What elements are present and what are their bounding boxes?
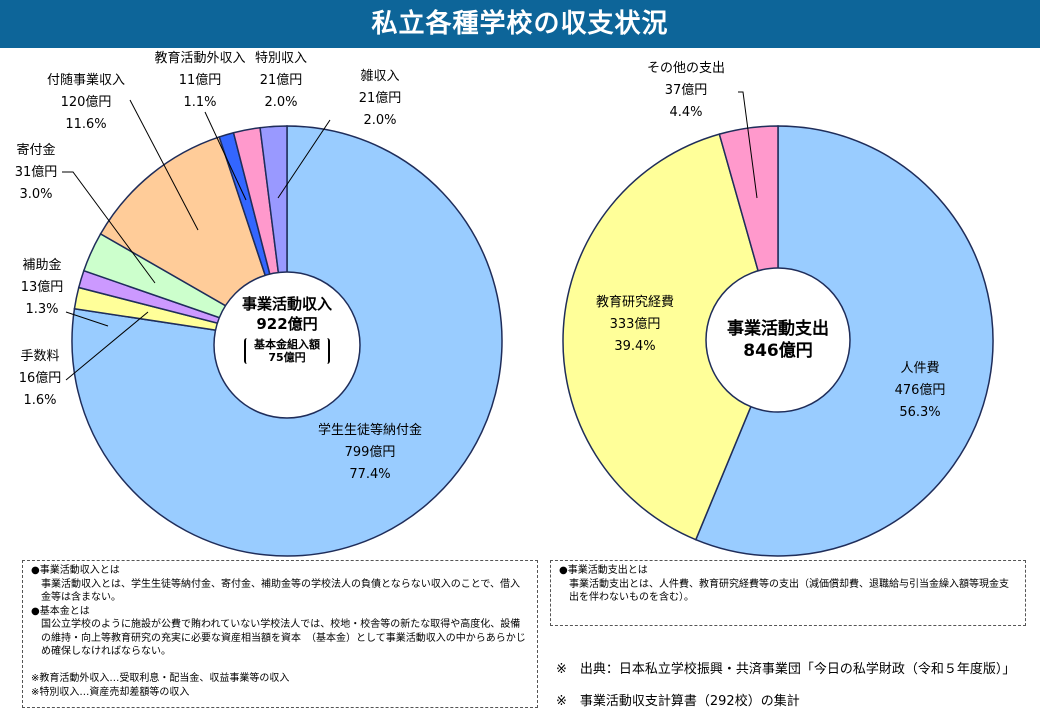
label-research: 教育研究経費 333億円 39.4% (595, 295, 674, 354)
leader-lines (62, 91, 758, 381)
income-notes: ●事業活動収入とは 事業活動収入とは、学生生徒等納付金、寄付金、補助金等の学校法人… (22, 560, 538, 708)
pie-slice-教育研究経費 (562, 133, 779, 541)
label-personnel: 人件費 476億円 56.3% (894, 361, 946, 420)
label-non-education: 教育活動外収入 11億円 1.1% (154, 51, 246, 110)
label-subsidy: 補助金 13億円 1.3% (20, 258, 64, 317)
label-fees: 手数料 16億円 1.6% (18, 349, 62, 408)
label-tuition: 学生生徒等納付金 799億円 77.4% (317, 423, 422, 482)
source-note: ※ 出典：日本私立学校振興・共済事業団「今日の私学財政（令和５年度版）」 (556, 662, 1016, 677)
income-center-label: 事業活動収入 922億円 基本金組入額 75億円 (241, 295, 332, 364)
leader-line (277, 119, 331, 199)
aggregation-note: ※ 事業活動収支計算書（292校）の集計 (556, 694, 800, 709)
leader-line (204, 111, 247, 201)
label-misc: 雑収入 21億円 2.0% (358, 69, 402, 128)
expense-center-hole (705, 267, 851, 413)
label-other-expense: その他の支出 37億円 4.4% (646, 61, 725, 120)
label-donations: 寄付金 31億円 3.0% (14, 143, 58, 202)
leader-line (62, 171, 156, 284)
label-ancillary: 付随事業収入 120億円 11.6% (46, 73, 125, 132)
leader-line (65, 311, 149, 381)
label-special: 特別収入 21億円 2.0% (254, 51, 307, 110)
leader-line (129, 99, 199, 231)
income-center-hole (213, 271, 361, 419)
page-title: 私立各種学校の収支状況 (0, 0, 1040, 48)
leader-line (65, 311, 109, 327)
expense-center-label: 事業活動支出 846億円 (727, 319, 829, 361)
leader-line (738, 91, 758, 199)
expense-notes: ●事業活動支出とは 事業活動支出とは、人件費、教育研究経費等の支出（減価償却費、退… (550, 560, 1026, 626)
